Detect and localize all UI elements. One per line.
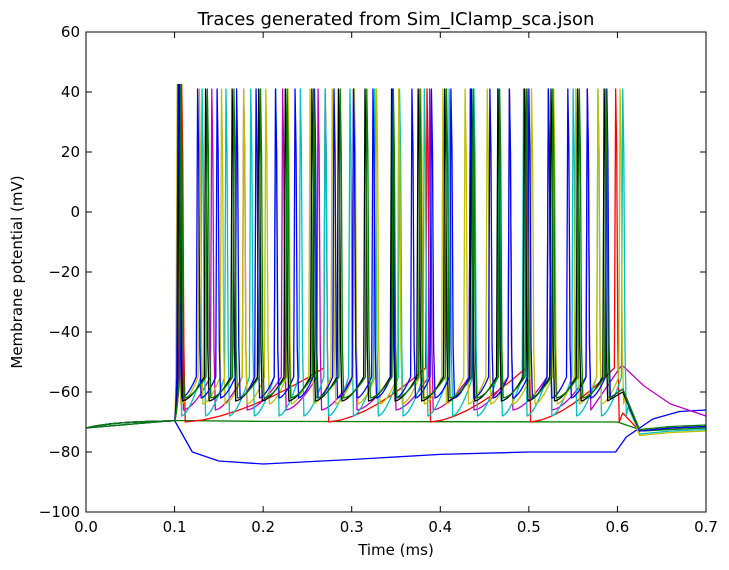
traces (85, 83, 707, 465)
y-tick-label: 60 (61, 23, 80, 41)
y-tick-label: −80 (48, 443, 80, 461)
plot-frame (85, 31, 707, 513)
trace-line (85, 409, 707, 465)
y-tick-label: −60 (48, 383, 80, 401)
trace-line (85, 419, 707, 432)
y-tick-label: −40 (48, 323, 80, 341)
chart-title: Traces generated from Sim_IClamp_sca.jso… (197, 9, 595, 30)
trace-line (85, 83, 707, 431)
x-tick-label: 0.0 (74, 518, 98, 536)
x-tick-label: 0.5 (517, 518, 541, 536)
x-tick-label: 0.3 (340, 518, 364, 536)
y-tick-label: −100 (39, 503, 80, 521)
y-tick-label: 0 (70, 203, 80, 221)
y-axis-label: Membrane potential (mV) (8, 175, 26, 368)
y-tick-label: −20 (48, 263, 80, 281)
y-tick-label: 40 (61, 83, 80, 101)
x-tick-label: 0.6 (605, 518, 629, 536)
x-tick-label: 0.1 (163, 518, 187, 536)
trace-line (85, 83, 707, 437)
x-tick-label: 0.4 (428, 518, 452, 536)
x-tick-label: 0.7 (694, 518, 718, 536)
ticks: 0.0 0.1 0.2 0.3 0.4 0.5 0.6 0.7 −100 −80 −60 −40 −20… (39, 23, 718, 536)
trace-line (85, 83, 707, 429)
x-axis-label: Time (ms) (357, 541, 434, 559)
y-tick-label: 20 (61, 143, 80, 161)
x-tick-label: 0.2 (251, 518, 275, 536)
